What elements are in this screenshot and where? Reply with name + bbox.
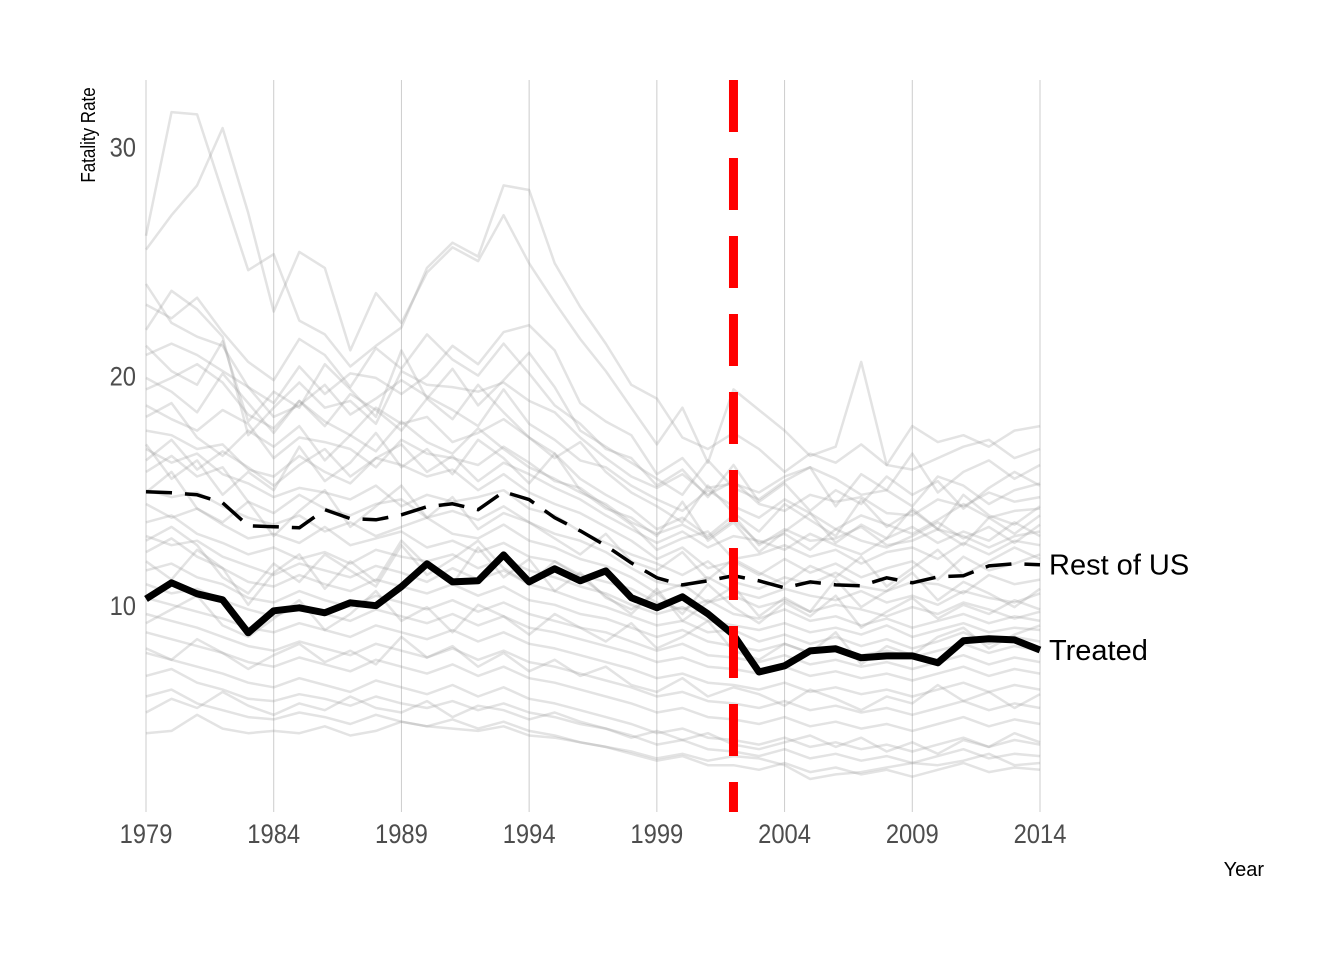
y-axis-ticks: 10 20 30: [110, 133, 136, 621]
state-line: [145, 401, 1041, 552]
main-series: [144, 490, 1042, 676]
state-line: [145, 562, 1041, 671]
state-line: [144, 431, 1041, 554]
state-line: [145, 342, 1041, 536]
state-line: [145, 688, 1041, 778]
state-line: [145, 690, 1041, 756]
y-axis-title: Fatality Rate: [77, 87, 100, 182]
state-line: [145, 429, 1041, 581]
state-line: [145, 631, 1041, 733]
x-tick-label: 1994: [503, 820, 556, 850]
state-line: [145, 362, 1041, 549]
x-tick-label: 1999: [630, 820, 683, 850]
state-line: [145, 651, 1041, 753]
state-line: [145, 488, 1041, 620]
state-line: [144, 110, 1041, 474]
y-tick-label: 10: [110, 591, 136, 621]
x-tick-label: 2014: [1014, 820, 1067, 850]
state-line: [145, 470, 1041, 588]
state-line: [145, 340, 1041, 508]
state-line: [144, 283, 1041, 508]
state-line: [145, 372, 1041, 538]
state-line: [145, 612, 1041, 717]
state-line: [145, 537, 1041, 659]
state-line: [145, 667, 1041, 765]
rest-of-us-line: [145, 490, 1041, 590]
x-tick-label: 1989: [375, 820, 428, 850]
y-tick-label: 20: [110, 362, 136, 392]
state-line: [145, 296, 1041, 513]
y-tick-label: 30: [110, 133, 136, 163]
treated-label: Treated: [1049, 635, 1148, 667]
state-line: [145, 514, 1041, 639]
state-line: [145, 454, 1041, 607]
x-tick-label: 2009: [886, 820, 939, 850]
x-tick-label: 2004: [758, 820, 811, 850]
state-lines: [144, 110, 1041, 781]
x-tick-label: 1979: [120, 820, 173, 850]
x-axis-title: Year: [1224, 859, 1265, 881]
x-tick-label: 1984: [247, 820, 300, 850]
state-line: [145, 534, 1041, 650]
treated-line: [144, 551, 1042, 676]
vertical-gridlines: [145, 80, 1041, 812]
x-axis-ticks: 1979 1984 1989 1994 1999 2004 2009 2014: [120, 820, 1067, 850]
series-labels: Rest of US Treated: [1049, 550, 1189, 667]
state-line: [145, 539, 1041, 629]
state-line: [144, 126, 1041, 467]
state-line: [145, 596, 1041, 698]
state-line: [145, 589, 1041, 666]
state-line: [145, 635, 1041, 712]
state-line: [145, 404, 1041, 565]
state-line: [145, 438, 1041, 556]
rest-of-us-label: Rest of US: [1049, 550, 1189, 582]
state-line: [145, 525, 1041, 623]
state-line: [145, 713, 1041, 781]
state-line: [144, 289, 1041, 517]
